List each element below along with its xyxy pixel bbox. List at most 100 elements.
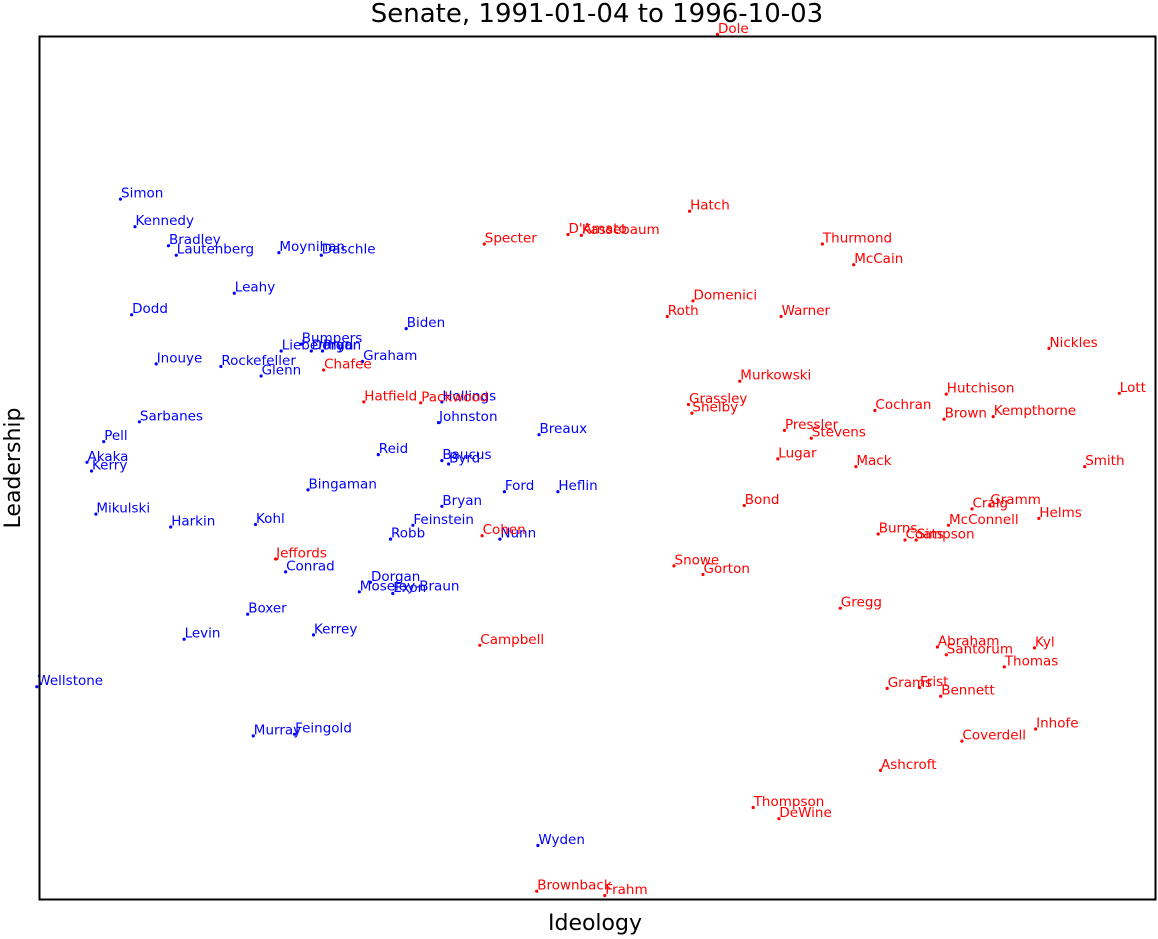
senator-point [876, 532, 880, 536]
senator-label: Mack [856, 453, 891, 469]
senator-point [478, 643, 482, 647]
senator-label: Levin [185, 626, 221, 642]
senator-point [311, 633, 316, 637]
senator-point [419, 401, 423, 405]
senator-point [174, 253, 178, 257]
senator-label: Smith [1085, 453, 1124, 469]
senator-label: Graham [363, 348, 417, 364]
senator-label: Wyden [538, 832, 585, 848]
senator-point [935, 645, 940, 649]
senator-point [903, 538, 907, 542]
senator-label: Byrd [449, 451, 480, 467]
senator-label: Frist [920, 674, 948, 690]
senator-point [939, 694, 943, 698]
senator-label: Sarbanes [140, 408, 203, 424]
y-axis-label: Leadership [1, 408, 26, 529]
senator-label: Nickles [1050, 335, 1098, 351]
senator-point [1032, 646, 1037, 650]
senator-label: Murkowski [740, 368, 811, 384]
senator-point [820, 242, 825, 246]
senator-point [942, 417, 946, 421]
senator-label: Dorgan [371, 569, 420, 585]
senator-label: Heflin [558, 478, 597, 494]
senator-point [368, 580, 373, 584]
chart-title: Senate, 1991-01-04 to 1996-10-03 [371, 0, 823, 29]
senator-point [914, 538, 918, 542]
senator-label: Craig [973, 495, 1009, 511]
senator-point [690, 411, 694, 415]
senator-point [440, 400, 444, 404]
senator-label: Exon [393, 580, 426, 596]
senator-label: Kyl [1035, 634, 1055, 650]
senator-label: Conrad [286, 558, 335, 574]
senator-point [440, 504, 444, 508]
senator-point [502, 490, 506, 494]
senator-point [536, 843, 540, 848]
senator-label: Thurmond [822, 231, 892, 247]
senator-label: Gregg [841, 595, 882, 611]
senator-label: Thomas [1004, 653, 1059, 669]
senator-label: Akaka [88, 449, 129, 465]
senator-label: Kennedy [136, 213, 194, 229]
senator-point [691, 299, 695, 303]
senator-label: Santorum [947, 641, 1013, 657]
senator-label: Bradley [169, 232, 221, 248]
senator-point [232, 291, 236, 295]
senator-point [306, 488, 310, 492]
senator-label: Bryan [442, 493, 482, 509]
senator-label: Moseley-Braun [360, 578, 460, 594]
senator-label: Burns [879, 521, 918, 537]
senator-label: Hollings [442, 388, 496, 404]
senator-point [447, 462, 451, 466]
senator-point [299, 342, 303, 346]
senator-label: Domenici [694, 287, 758, 303]
senator-point [988, 503, 992, 508]
senator-point [535, 889, 539, 893]
senator-label: Cochran [875, 397, 931, 413]
senator-label: Simpson [917, 527, 975, 543]
senator-label: Simon [121, 186, 163, 202]
senator-label: Kassebaum [582, 222, 660, 238]
senator-point [944, 392, 948, 396]
senator-point [751, 805, 755, 810]
senator-point [991, 415, 995, 419]
senator-point [603, 893, 607, 898]
senator-label: Baucus [442, 447, 491, 463]
senator-label: Dorgan [312, 338, 361, 354]
senator-point [293, 732, 297, 736]
senator-point [1034, 727, 1038, 731]
senator-point [94, 512, 98, 516]
senator-point [284, 570, 288, 574]
senator-point [246, 612, 250, 616]
senator-point [169, 525, 173, 529]
senator-point [738, 379, 742, 383]
senator-label: Helms [1039, 505, 1081, 521]
senator-point [357, 590, 361, 594]
senator-point [277, 251, 281, 255]
senator-label: Ford [505, 478, 534, 494]
senator-label: Johnston [438, 409, 498, 425]
senator-label: D'Amato [569, 221, 627, 237]
senator-point [253, 522, 258, 527]
senator-label: Reid [379, 441, 408, 457]
senator-point [391, 591, 395, 596]
senator-point [566, 232, 570, 237]
senator-label: Hutchison [947, 381, 1015, 397]
senator-point [322, 368, 326, 372]
senator-label: Inhofe [1036, 716, 1078, 732]
senator-label: Pressler [785, 417, 839, 433]
senator-point [686, 402, 691, 407]
senator-point [182, 637, 186, 641]
senator-point [279, 349, 283, 353]
senator-point [362, 400, 366, 404]
senator-point [102, 440, 106, 444]
senator-point [852, 263, 856, 267]
senator-label: Coverdell [962, 728, 1026, 744]
senator-label: Thompson [753, 794, 825, 810]
senator-label: Biden [407, 315, 445, 331]
senator-label: Hatfield [364, 388, 417, 404]
senator-point [1047, 346, 1051, 350]
senator-label: Feinstein [413, 512, 474, 528]
